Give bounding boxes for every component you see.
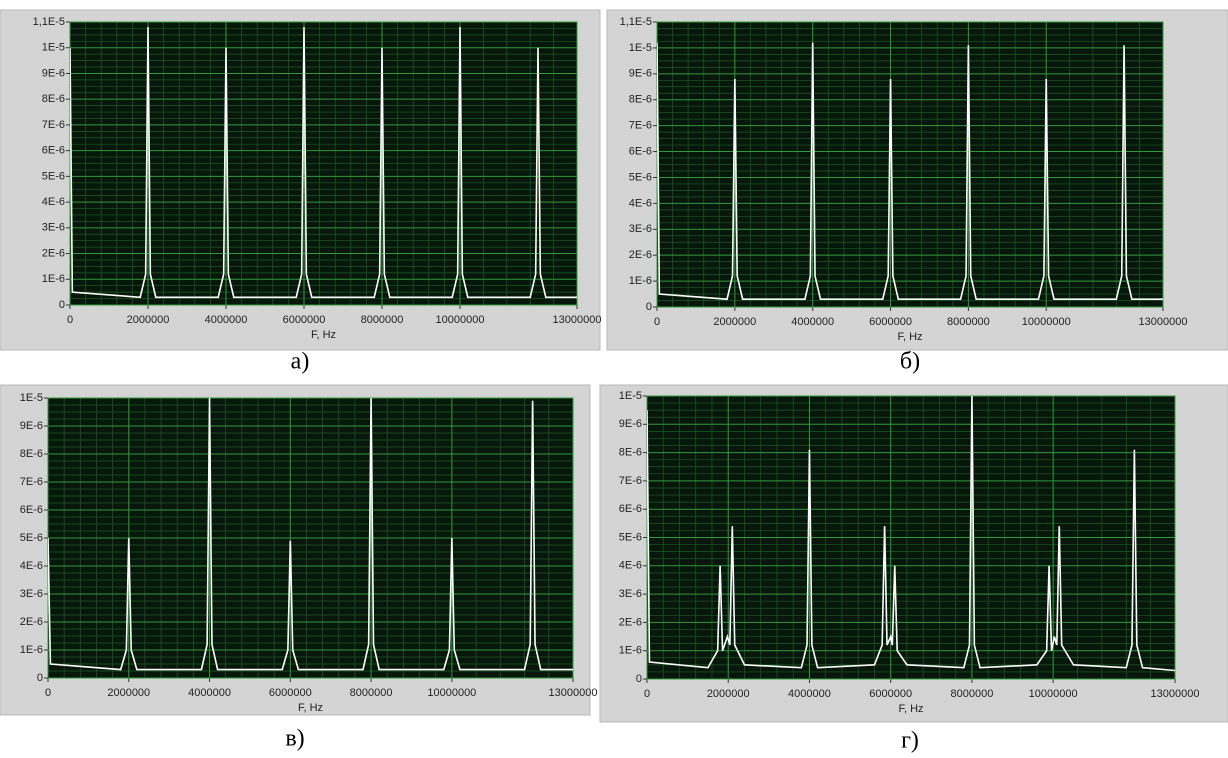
y-tick-label: 2E-6 [20,616,43,628]
y-tick-label: 0 [646,301,652,313]
x-tick-label: 8000000 [350,687,393,699]
y-tick-label: 3E-6 [619,588,642,600]
y-tick-label: 6E-6 [619,503,642,515]
x-tick-label: 10000000 [1029,688,1078,700]
y-tick-label: 9E-6 [42,67,65,79]
x-tick-label: 8000000 [951,688,994,700]
y-tick-label: 3E-6 [20,588,43,600]
y-tick-label: 8E-6 [20,448,43,460]
y-tick-label: 9E-6 [629,68,652,80]
x-tick-label: 4000000 [205,314,248,326]
y-tick-label: 1E-5 [629,42,652,54]
y-tick-label: 7E-6 [619,475,642,487]
y-tick-label: 5E-6 [619,531,642,543]
spectrum-line [647,395,1175,672]
x-tick-label: 13000000 [553,314,602,326]
y-tick-label: 9E-6 [20,420,43,432]
x-tick-label: 2000000 [107,687,150,699]
caption: б) [900,349,920,375]
y-tick-label: 1E-5 [42,42,65,54]
x-tick-label: 8000000 [947,316,990,328]
y-tick-label: 0 [59,299,65,311]
x-tick-label: 13000000 [549,687,598,699]
x-tick-label: 6000000 [869,688,912,700]
spectrum-line [48,397,573,671]
spectrum-line [657,42,1163,301]
y-tick-label: 0 [37,672,43,684]
x-tick-label: 0 [67,314,73,326]
x-axis-label: F, Hz [298,702,323,714]
y-tick-label: 6E-6 [629,145,652,157]
caption: а) [291,349,310,375]
x-tick-label: 6000000 [283,314,326,326]
x-tick-label: 0 [654,316,660,328]
chart-panel: 0 2000000 4000000 6000000 8000000 10000000 130… [599,384,1228,754]
x-tick-label: 0 [45,687,51,699]
y-tick-label: 1E-5 [619,390,642,402]
y-tick-label: 1E-6 [42,273,65,285]
chart-panel: 0 2000000 4000000 6000000 8000000 10000000 130… [0,9,602,375]
y-tick-label: 8E-6 [42,93,65,105]
y-tick-label: 4E-6 [629,197,652,209]
y-tick-label: 6E-6 [20,504,43,516]
y-tick-label: 4E-6 [42,196,65,208]
y-tick-label: 1,1E-5 [33,16,65,28]
y-tick-label: 2E-6 [619,616,642,628]
spectrum-line [70,27,577,299]
x-tick-label: 13000000 [1151,688,1200,700]
x-tick-label: 6000000 [269,687,312,699]
x-axis-label: F, Hz [898,703,923,715]
x-axis-label: F, Hz [897,331,922,343]
y-tick-label: 4E-6 [619,560,642,572]
x-axis-label: F, Hz [311,329,336,341]
y-tick-label: 8E-6 [629,94,652,106]
x-tick-label: 10000000 [436,314,485,326]
x-tick-label: 2000000 [707,688,750,700]
x-tick-label: 4000000 [188,687,231,699]
x-tick-label: 0 [644,688,650,700]
y-tick-label: 0 [636,673,642,685]
y-tick-label: 5E-6 [42,170,65,182]
chart-panel: 0 2000000 4000000 6000000 8000000 10000000 130… [606,9,1228,375]
x-tick-label: 2000000 [713,316,756,328]
x-tick-label: 8000000 [361,314,404,326]
x-tick-label: 2000000 [127,314,170,326]
y-tick-label: 4E-6 [20,560,43,572]
caption: в) [285,726,304,752]
y-tick-label: 3E-6 [42,222,65,234]
y-tick-label: 1E-6 [619,645,642,657]
y-tick-label: 5E-6 [629,171,652,183]
y-tick-label: 2E-6 [42,247,65,259]
y-tick-label: 8E-6 [619,447,642,459]
y-tick-label: 7E-6 [42,119,65,131]
y-tick-label: 5E-6 [20,532,43,544]
y-tick-label: 1E-5 [20,392,43,404]
x-tick-label: 10000000 [427,687,476,699]
y-tick-label: 1E-6 [20,644,43,656]
x-tick-label: 4000000 [791,316,834,328]
y-tick-label: 3E-6 [629,223,652,235]
y-tick-label: 1E-6 [629,275,652,287]
x-tick-label: 13000000 [1139,316,1188,328]
y-tick-label: 6E-6 [42,145,65,157]
x-tick-label: 10000000 [1022,316,1071,328]
y-tick-label: 2E-6 [629,249,652,261]
y-tick-label: 9E-6 [619,418,642,430]
x-tick-label: 6000000 [869,316,912,328]
y-tick-label: 7E-6 [629,120,652,132]
chart-panel: 0 2000000 4000000 6000000 8000000 10000000 130… [0,384,598,752]
caption: г) [901,728,919,754]
y-tick-label: 7E-6 [20,476,43,488]
y-tick-label: 1,1E-5 [620,16,652,28]
x-tick-label: 4000000 [788,688,831,700]
